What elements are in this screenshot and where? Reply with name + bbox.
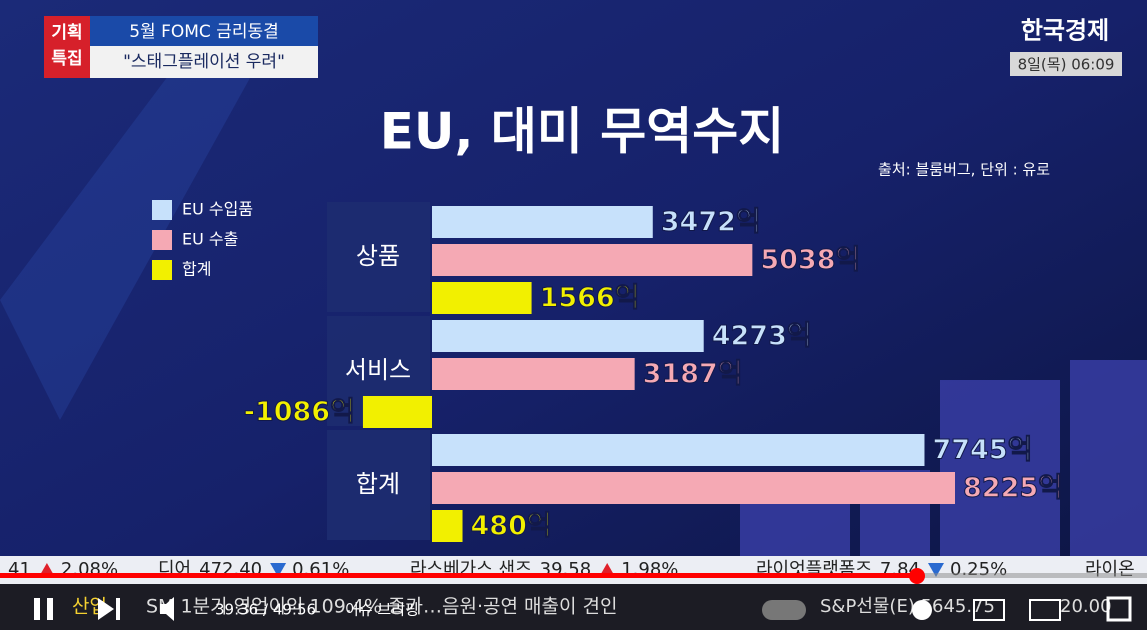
ticker-arrow	[928, 563, 944, 577]
headline: "스태그플레이션 우려"	[123, 52, 285, 72]
value-label: 3472억	[661, 207, 761, 238]
controls	[34, 596, 1132, 622]
bar	[432, 244, 753, 276]
volume-button[interactable]	[160, 597, 174, 621]
chart-title: EU, 대미 무역수지	[380, 103, 785, 161]
progress-handle[interactable]	[909, 568, 925, 584]
legend-label: 합계	[182, 260, 211, 279]
bar	[432, 282, 532, 314]
index: S&P선물(E) 5645.75	[820, 596, 995, 617]
bar	[362, 396, 432, 428]
next-button[interactable]	[98, 598, 114, 620]
settings-button[interactable]	[912, 600, 932, 620]
pause-button[interactable]	[47, 598, 53, 620]
category-label: 서비스	[345, 356, 411, 384]
logo: 한국경제	[1021, 16, 1109, 45]
next-button[interactable]	[116, 598, 120, 620]
badge-text: 기획	[51, 23, 82, 43]
value-label: 3187억	[643, 359, 743, 390]
chart-subtitle: 출처: 블룸버그, 단위 : 유로	[878, 161, 1050, 179]
time: 39:36 / 49:56	[215, 601, 316, 619]
badge-text: 특집	[51, 49, 82, 69]
legend-label: EU 수입품	[182, 200, 253, 219]
bar	[432, 434, 925, 466]
news-bar	[0, 584, 1147, 630]
category-panel	[327, 430, 430, 540]
category-panel	[327, 202, 430, 312]
chart: EU, 대미 무역수지 출처: 블룸버그, 단위 : 유로 EU 수입품 EU 수…	[152, 103, 1064, 542]
decor	[0, 60, 260, 420]
headline-box	[90, 16, 318, 46]
value-label: 4273억	[712, 321, 812, 352]
legend-swatch	[152, 230, 172, 250]
value-label: 7745억	[932, 435, 1032, 466]
pause-button[interactable]	[34, 598, 40, 620]
bar	[432, 320, 704, 352]
theater-button[interactable]	[1029, 599, 1061, 621]
news-text: SM 1분기 영업이익 109.4% 증가…음원·공연 매출이 견인	[146, 596, 617, 618]
value-label: 5038억	[760, 245, 860, 276]
value-label: 1566억	[540, 283, 640, 314]
category-label: 합계	[356, 470, 400, 498]
bar	[432, 206, 653, 238]
city-decor	[740, 360, 1147, 560]
legend-label: EU 수출	[182, 230, 238, 249]
bar	[432, 472, 955, 504]
ticker-band	[0, 556, 1147, 584]
chapter[interactable]: 이슈 브리핑	[345, 601, 419, 619]
legend-swatch	[152, 200, 172, 220]
index-change: 20.00	[1060, 596, 1112, 617]
headline-box	[90, 46, 318, 78]
bar	[432, 510, 463, 542]
legend-swatch	[152, 260, 172, 280]
autoplay-toggle[interactable]	[762, 600, 806, 620]
value-label: 8225억	[963, 473, 1063, 504]
datetime: 8일(목) 06:09	[1018, 56, 1115, 74]
value-label: -1086억	[244, 397, 355, 428]
value-label: 480억	[471, 511, 552, 542]
progress-bar[interactable]	[0, 573, 917, 578]
headline: 5월 FOMC 금리동결	[129, 22, 279, 42]
ticker-arrow	[270, 563, 287, 577]
badge	[44, 16, 90, 78]
bar	[432, 358, 635, 390]
category-label: 상품	[356, 242, 400, 270]
datetime-box	[1010, 52, 1122, 76]
miniplayer-button[interactable]	[973, 599, 1005, 621]
fullscreen-button[interactable]	[1106, 596, 1132, 622]
